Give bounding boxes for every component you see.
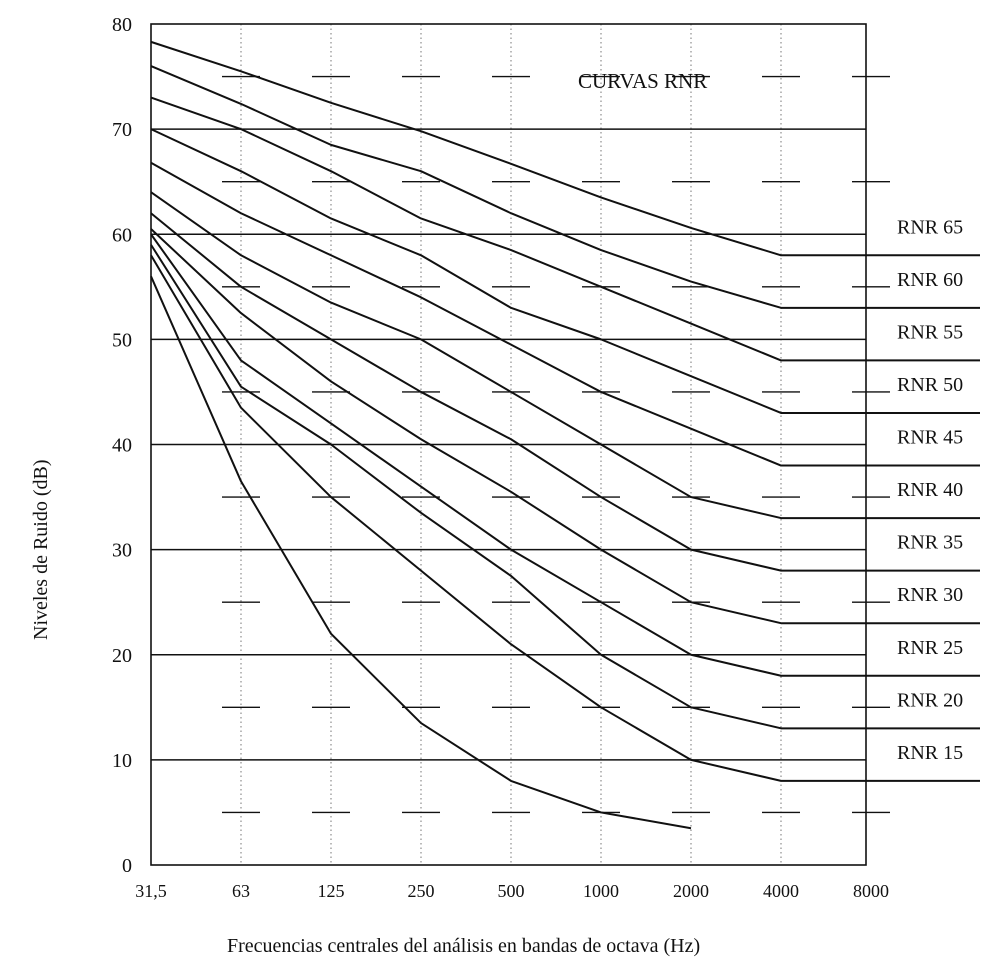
curve-label: RNR 35 [897,532,963,554]
curve-rnr-60 [150,65,980,309]
x-tick-label: 4000 [763,881,799,901]
curve-rnr-45 [150,161,980,467]
curve-label: RNR 50 [897,374,963,396]
x-tick-label: 500 [498,881,525,901]
curve-lowest [150,275,692,830]
curve-label: RNR 15 [897,742,963,764]
x-tick-label: 8000 [853,881,889,901]
curve-rnr-50 [150,128,980,414]
y-tick-label: 80 [112,14,132,36]
curve-rnr-55 [150,96,980,362]
curve-rnr-20 [150,244,980,730]
plot-frame [150,23,867,866]
curve-rnr-35 [150,212,980,572]
curve-rnr-65 [150,40,980,257]
y-tick-label: 10 [112,750,132,772]
x-tick-label: 1000 [583,881,619,901]
x-tick-label: 63 [232,881,250,901]
curve-label: RNR 25 [897,637,963,659]
curve-label: RNR 30 [897,584,963,606]
y-tick-label: 20 [112,645,132,667]
curve-rnr-15 [150,254,980,782]
y-tick-label: 50 [112,329,132,351]
curve-label: RNR 20 [897,689,963,711]
label-layer: RNR 65 RNR 60 RNR 55 RNR 50 RNR 45 RNR 40 RNR … [897,216,963,764]
x-tick-label: 250 [408,881,435,901]
y-tick-label: 0 [122,855,132,877]
y-tick-label: 60 [112,224,132,246]
curve-label: RNR 40 [897,479,963,501]
curve-rnr-40 [150,191,980,520]
curve-label: RNR 55 [897,321,963,343]
curve-label: RNR 45 [897,427,963,449]
tick-layer: 0 10 20 30 40 50 60 70 80 31,5 63 125 250 500 1000 2000… [112,14,889,901]
y-tick-label: 40 [112,435,132,457]
x-tick-label: 31,5 [135,881,167,901]
curve-label: RNR 60 [897,269,963,291]
y-tick-label: 70 [112,119,132,141]
y-tick-label: 30 [112,540,132,562]
curve-rnr-25 [150,233,980,677]
curve-layer [150,40,980,830]
curve-label: RNR 65 [897,216,963,238]
x-tick-label: 2000 [673,881,709,901]
x-axis-label: Frecuencias centrales del análisis en ba… [227,935,700,957]
y-axis-label: Niveles de Ruido (dB) [30,459,52,640]
x-tick-label: 125 [318,881,345,901]
curve-rnr-30 [150,228,980,625]
chart-title: CURVAS RNR [578,69,707,93]
